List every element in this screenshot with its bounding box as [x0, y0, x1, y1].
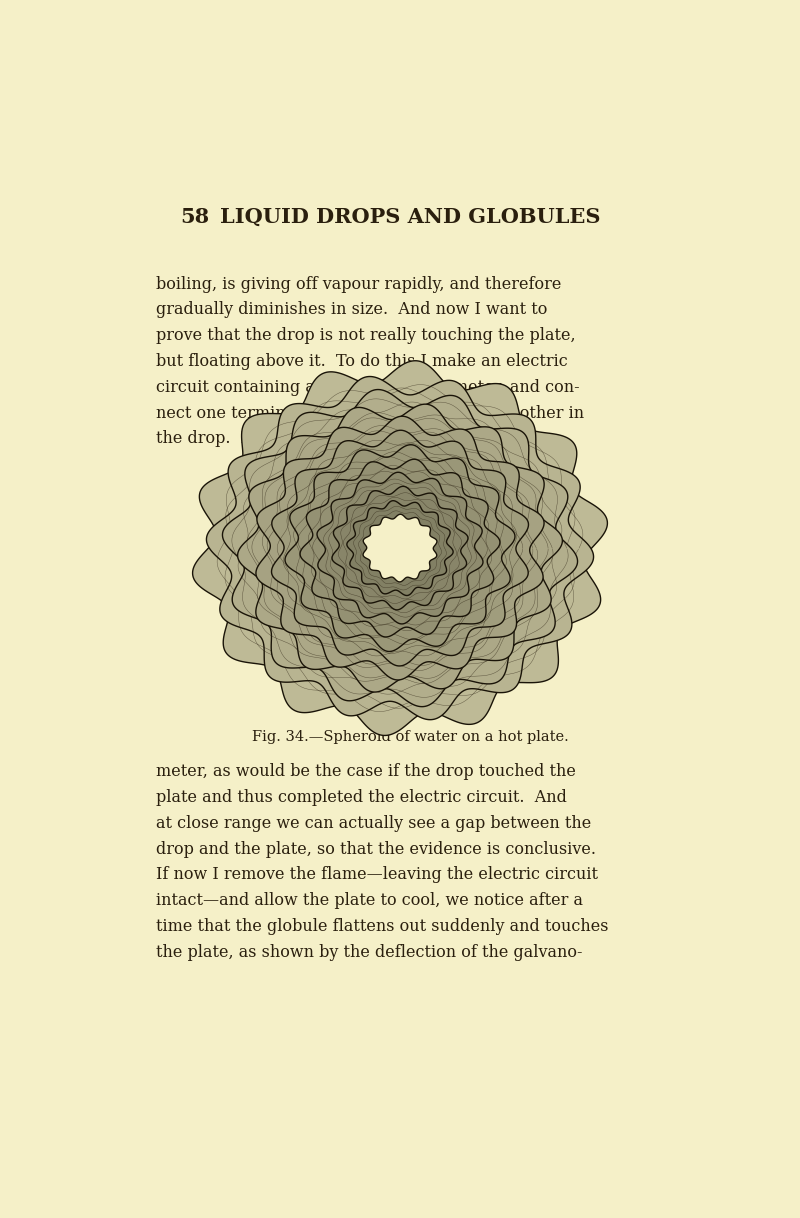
Polygon shape: [238, 404, 562, 692]
Text: meter, as would be the case if the drop touched the: meter, as would be the case if the drop …: [156, 764, 576, 781]
Polygon shape: [285, 445, 515, 652]
Polygon shape: [347, 501, 453, 596]
Text: prove that the drop is not really touching the plate,: prove that the drop is not really touchi…: [156, 328, 575, 345]
Polygon shape: [193, 361, 607, 736]
Text: boiling, is giving off vapour rapidly, and therefore: boiling, is giving off vapour rapidly, a…: [156, 275, 561, 292]
Text: plate and thus completed the electric circuit.  And: plate and thus completed the electric ci…: [156, 789, 566, 806]
Text: time that the globule flattens out suddenly and touches: time that the globule flattens out sudde…: [156, 918, 608, 935]
Text: at close range we can actually see a gap between the: at close range we can actually see a gap…: [156, 815, 591, 832]
Polygon shape: [256, 417, 544, 680]
Polygon shape: [332, 486, 468, 610]
Text: Fig. 34.—Spheroid of water on a hot plate.: Fig. 34.—Spheroid of water on a hot plat…: [252, 730, 568, 743]
Text: If now I remove the flame—leaving the electric circuit: If now I remove the flame—leaving the el…: [156, 866, 598, 883]
Text: the drop.  No movement is shown on the galvano-: the drop. No movement is shown on the ga…: [156, 430, 561, 447]
Polygon shape: [271, 430, 529, 666]
Text: circuit containing a cell and galvanometer, and con-: circuit containing a cell and galvanomet…: [156, 379, 579, 396]
Polygon shape: [317, 473, 483, 624]
Text: but floating above it.  To do this I make an electric: but floating above it. To do this I make…: [156, 353, 567, 370]
Polygon shape: [363, 514, 437, 582]
Text: nect one terminal to the plate and place the other in: nect one terminal to the plate and place…: [156, 404, 584, 421]
Polygon shape: [222, 390, 578, 706]
Text: LIQUID DROPS AND GLOBULES: LIQUID DROPS AND GLOBULES: [220, 207, 600, 227]
Text: the plate, as shown by the deflection of the galvano-: the plate, as shown by the deflection of…: [156, 944, 582, 961]
Text: 58: 58: [181, 207, 210, 227]
Text: intact—and allow the plate to cool, we notice after a: intact—and allow the plate to cool, we n…: [156, 893, 582, 909]
Text: gradually diminishes in size.  And now I want to: gradually diminishes in size. And now I …: [156, 301, 547, 318]
Polygon shape: [300, 459, 500, 637]
Polygon shape: [206, 376, 594, 720]
Text: drop and the plate, so that the evidence is conclusive.: drop and the plate, so that the evidence…: [156, 840, 596, 857]
